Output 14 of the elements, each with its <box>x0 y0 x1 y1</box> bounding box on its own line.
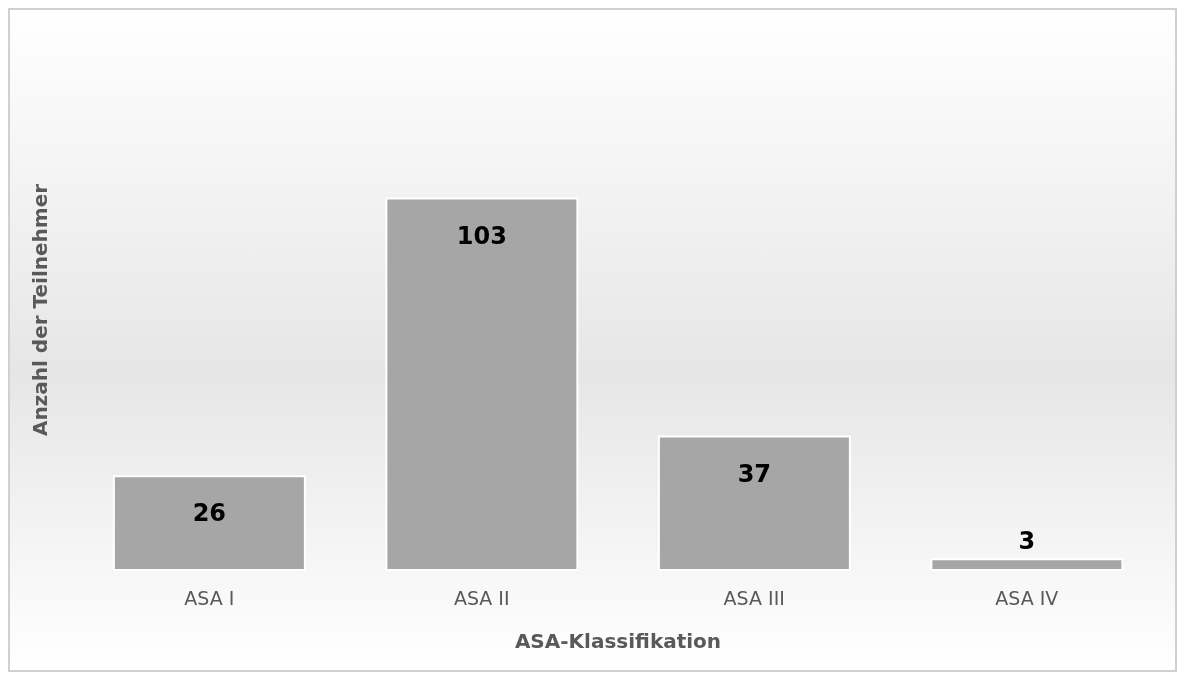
data-label: 103 <box>456 221 507 250</box>
x-tick-label: ASA II <box>453 587 510 610</box>
bar <box>930 558 1124 571</box>
bar <box>385 197 579 571</box>
bar <box>657 435 851 571</box>
bar <box>112 475 306 571</box>
data-label: 26 <box>192 499 227 528</box>
x-axis-title: ASA-Klassifikation <box>514 629 722 653</box>
data-label: 3 <box>1018 527 1036 556</box>
x-tick-label: ASA I <box>184 587 235 610</box>
y-axis-title: Anzahl der Teilnehmer <box>28 183 53 437</box>
data-label: 37 <box>737 459 772 488</box>
x-tick-label: ASA IV <box>995 587 1059 610</box>
x-tick-label: ASA III <box>723 587 785 610</box>
